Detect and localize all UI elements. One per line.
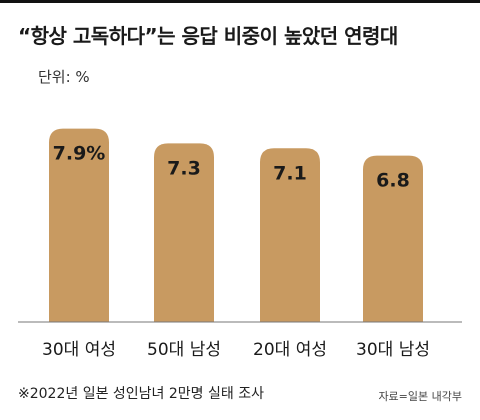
category-label-3: 20대 여성: [253, 340, 327, 360]
category-label-1: 30대 여성: [42, 340, 116, 360]
category-label-4: 30대 남성: [356, 340, 430, 360]
value-label-3: 7.1: [273, 162, 307, 184]
source-note: ※2022년 일본 성인남녀 2만명 실태 조사: [18, 386, 264, 402]
value-label-1: 7.9%: [53, 143, 106, 165]
top-rule: [0, 0, 480, 3]
value-label-2: 7.3: [167, 157, 201, 179]
bar-4: [363, 155, 423, 322]
bar-3: [260, 148, 320, 322]
category-label-2: 50대 남성: [147, 340, 221, 360]
chart-title: “항상 고독하다”는 응답 비중이 높았던 연령대: [18, 24, 398, 48]
credit-text: 자료=일본 내각부: [378, 390, 462, 403]
bar-1: [49, 128, 109, 322]
bar-2: [154, 143, 214, 322]
value-label-4: 6.8: [376, 170, 410, 192]
unit-label: 단위: %: [38, 68, 90, 86]
